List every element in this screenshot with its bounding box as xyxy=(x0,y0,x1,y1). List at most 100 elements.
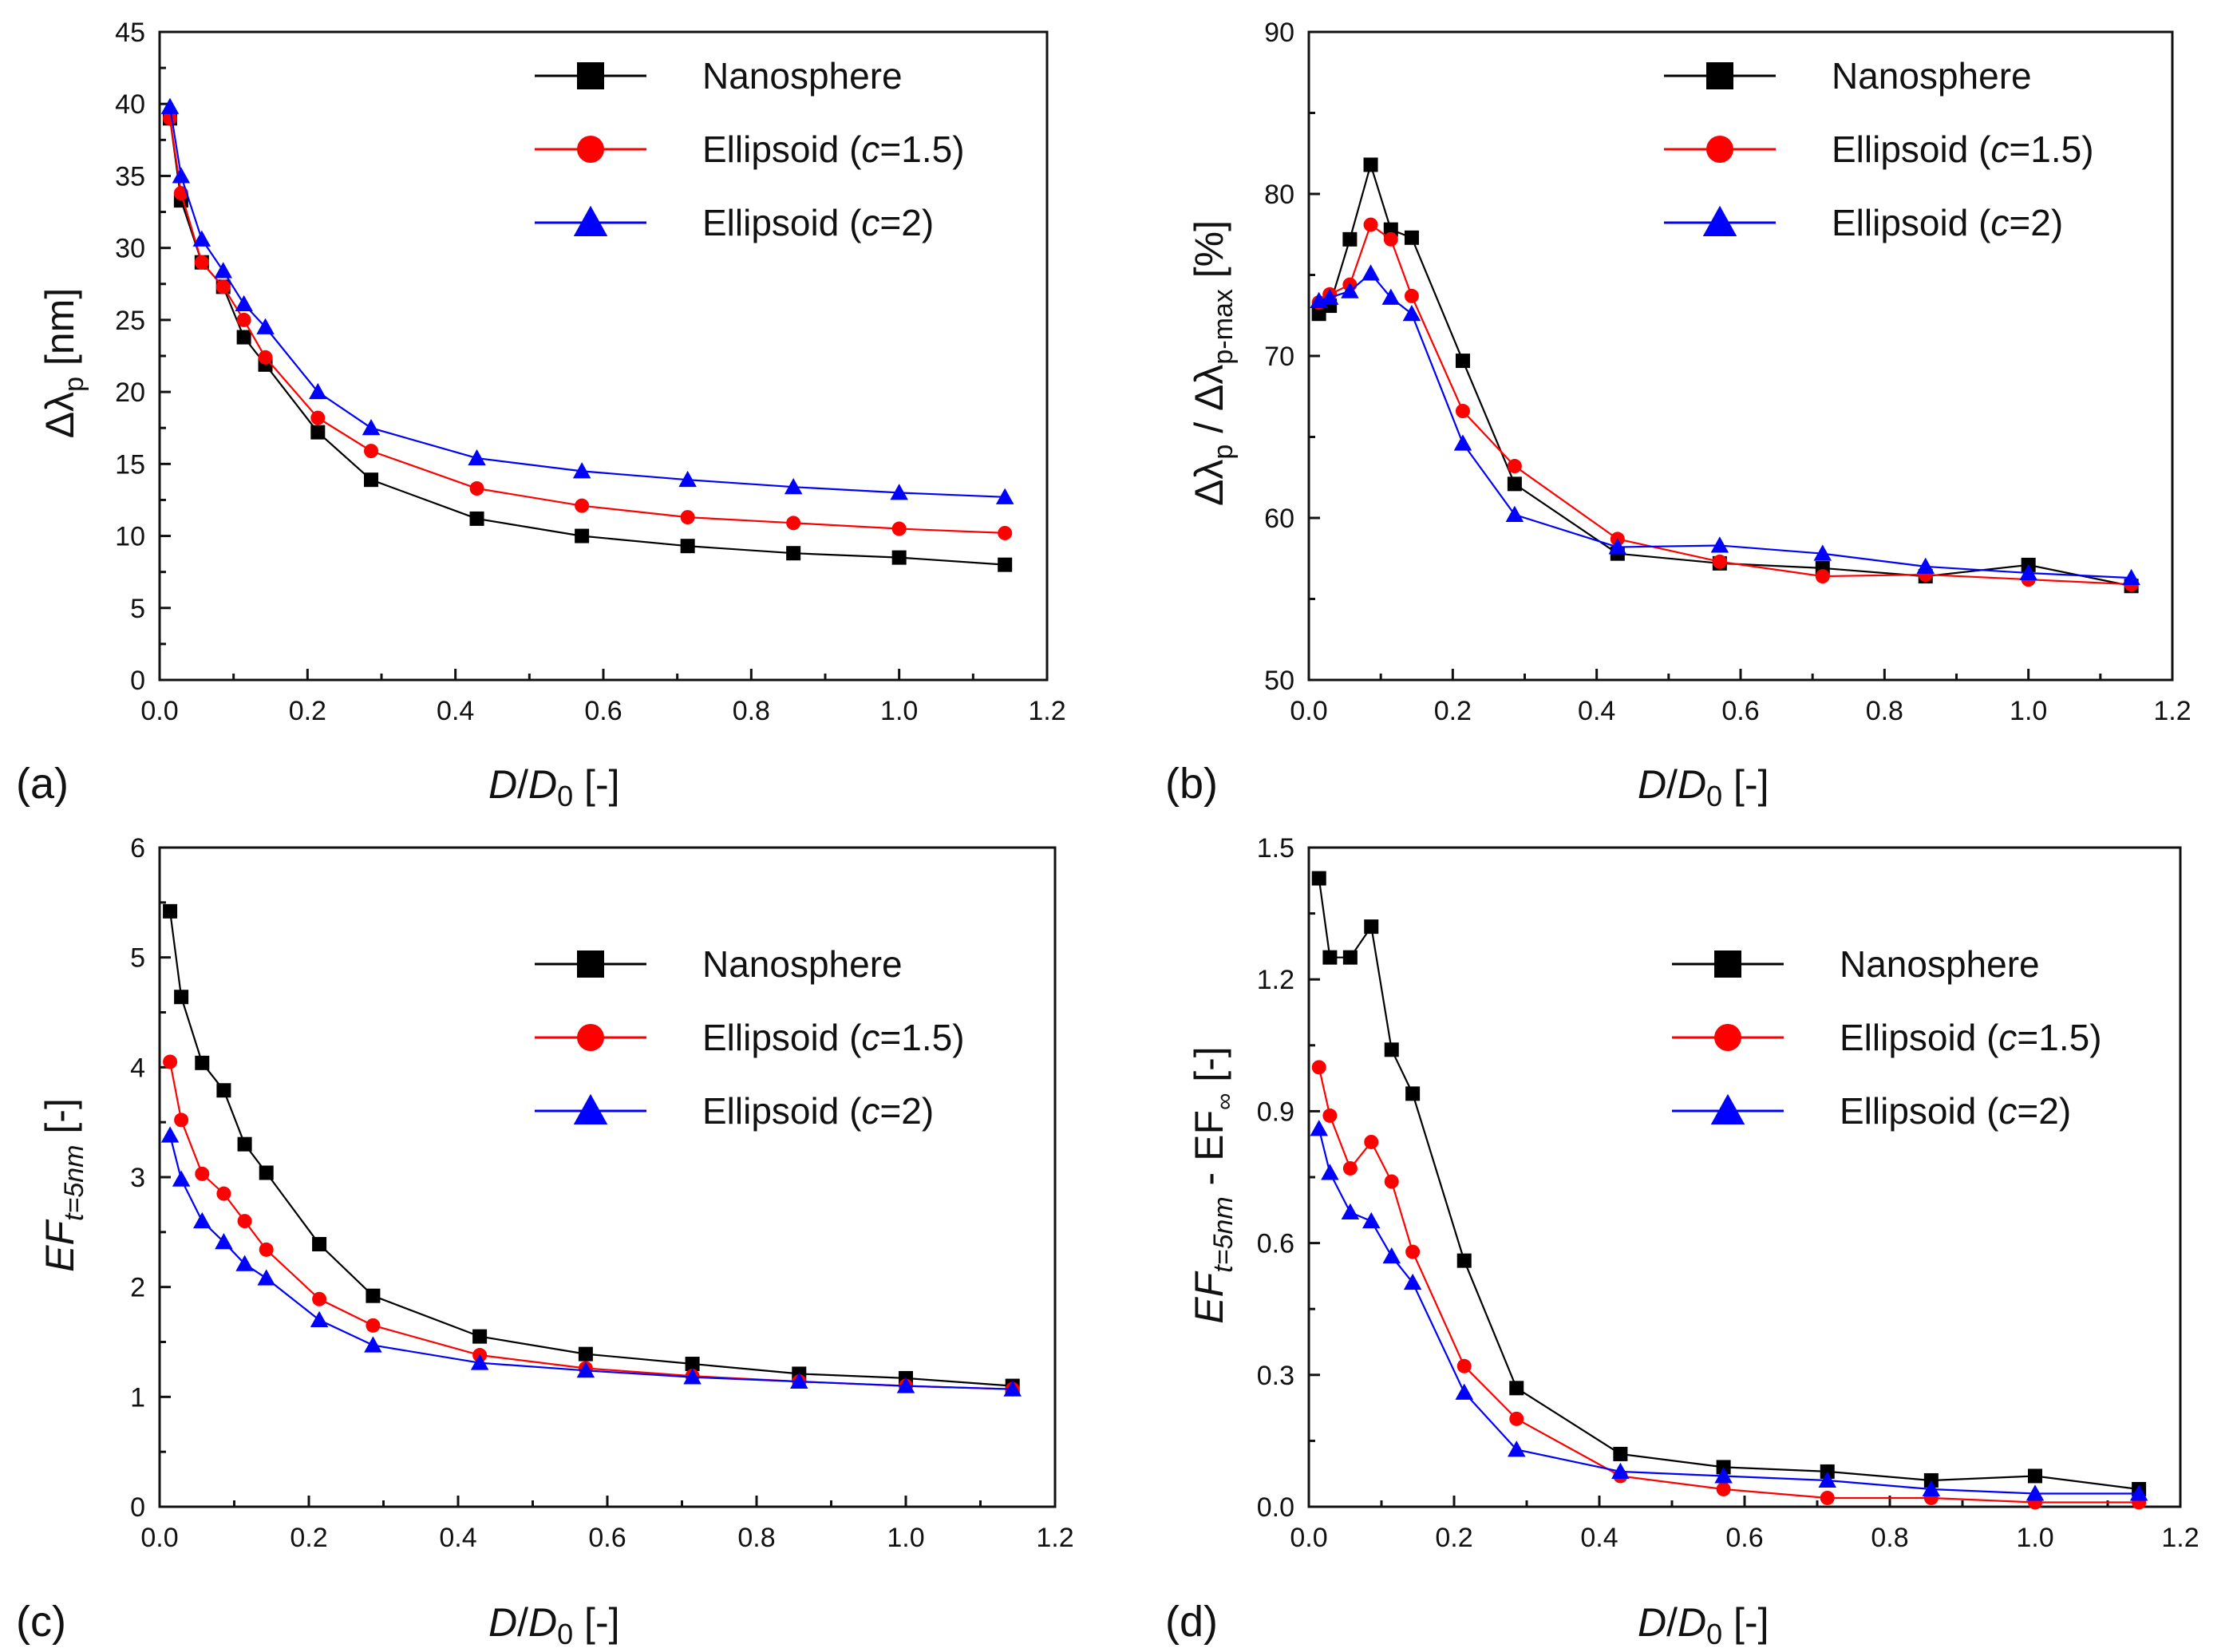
panel-a-data-point-square xyxy=(575,528,590,543)
panel-d-y-tick-label: 0.3 xyxy=(1257,1361,1294,1391)
panel-c-data-point-square xyxy=(578,1346,593,1362)
panel-a-data-point-triangle xyxy=(160,97,180,114)
panel-a-y-tick-label: 25 xyxy=(115,306,145,336)
panel-c-y-tick-label: 4 xyxy=(130,1053,145,1083)
panel-d-data-point-square xyxy=(1311,871,1326,886)
panel-b-x-tick-label: 1.0 xyxy=(2010,696,2047,726)
panel-a-legend-marker-circle xyxy=(577,136,604,163)
panel-a-data-point-triangle xyxy=(995,488,1014,504)
panel-c-data-point-triangle xyxy=(790,1372,808,1389)
panel-c-data-point-triangle xyxy=(576,1362,595,1378)
panel-a-data-point-circle xyxy=(786,516,801,531)
panel-d-legend-marker-circle xyxy=(1714,1024,1741,1051)
panel-b-y-tick-label: 70 xyxy=(1264,342,1294,372)
panel-d-plot-frame xyxy=(1307,846,2182,1508)
panel-a-x-tick-label: 0.0 xyxy=(140,696,178,726)
panel-d-x-tick-label: 0.8 xyxy=(1871,1523,1908,1553)
panel-d-x-tick-label: 1.2 xyxy=(2161,1523,2199,1553)
panel-c-x-tick-label: 1.0 xyxy=(887,1523,924,1553)
panel-b-data-point-square xyxy=(1455,354,1470,369)
panel-a-y-tick-label: 20 xyxy=(115,377,145,408)
panel-d-series-line-circle xyxy=(1318,1067,2140,1504)
panel-c-data-point-square xyxy=(216,1083,231,1098)
panel-d-data-point-circle xyxy=(1384,1174,1399,1189)
panel-a-y-tick-label: 35 xyxy=(115,161,145,192)
panel-a-legend-label-triangle: Ellipsoid (c=2) xyxy=(702,202,934,243)
panel-b-x-tick-label: 0.8 xyxy=(1866,696,1903,726)
panel-d-series-line-triangle xyxy=(1318,1128,2140,1495)
panel-d-data-point-square xyxy=(1456,1253,1472,1268)
panel-a-y-tick-label: 0 xyxy=(130,666,145,696)
panel-a-legend: Nanosphere Ellipsoid (c=1.5) Ellipsoid (c=… xyxy=(535,55,965,243)
panel-label-a: (a) xyxy=(16,760,69,808)
panel-c-data-point-circle xyxy=(366,1318,381,1333)
panel-b-data-point-triangle xyxy=(1505,505,1524,522)
panel-d-legend-label-square: Nanosphere xyxy=(1840,943,2040,985)
panel-a-data-point-square xyxy=(998,557,1013,572)
panel-a-data-point-square xyxy=(364,472,379,488)
panel-a-data-point-circle xyxy=(215,279,231,294)
panel-label-b: (b) xyxy=(1165,760,1218,808)
panel-b-data-point-circle xyxy=(1455,404,1470,419)
panel-label-d: (d) xyxy=(1165,1598,1218,1646)
panel-b-legend-marker-square xyxy=(1706,62,1733,89)
panel-a-data-point-triangle xyxy=(362,418,381,436)
panel-b-y-tick-label: 80 xyxy=(1264,180,1294,210)
panel-c-y-tick-label: 2 xyxy=(130,1273,145,1303)
panel-a-y-tick-label: 30 xyxy=(115,234,145,264)
panel-c-data-point-triangle xyxy=(1003,1380,1022,1397)
panel-b-legend-label-triangle: Ellipsoid (c=2) xyxy=(1832,202,2063,243)
panel-a-data-point-circle xyxy=(194,255,209,270)
panel-b-data-point-circle xyxy=(1363,217,1378,232)
panel-b-data-point-triangle xyxy=(1813,544,1832,561)
panel-d-data-point-triangle xyxy=(1455,1383,1473,1400)
panel-c-data-point-circle xyxy=(174,1113,189,1128)
panel-d-data-point-square xyxy=(1405,1086,1421,1101)
panel-d-legend-marker-square xyxy=(1714,950,1741,978)
panel-d-legend-marker-triangle xyxy=(1710,1093,1745,1124)
panel-b-data-point-square xyxy=(1507,476,1522,492)
panel-d: 0.0 0.2 0.4 0.6 0.8 1.0 1.2 0.0 0.3 0.6 0.9 1.2 1.5 N… xyxy=(1257,833,2199,1553)
panel-a-data-point-triangle xyxy=(172,167,191,184)
panel-a-y-tick-label: 5 xyxy=(130,594,145,624)
panel-a-data-point-triangle xyxy=(256,318,275,334)
panel-c-data-point-circle xyxy=(237,1214,252,1229)
panel-b-legend-label-square: Nanosphere xyxy=(1832,55,2032,97)
panel-a-data-point-circle xyxy=(469,481,484,496)
panel-d-data-point-triangle xyxy=(1508,1441,1526,1457)
panel-c-data-point-circle xyxy=(195,1166,210,1181)
panel-b-data-point-triangle xyxy=(2019,563,2037,581)
panel-b-data-point-circle xyxy=(1507,459,1522,474)
panel-b-x-tick-label: 1.2 xyxy=(2153,696,2191,726)
panel-d-legend: Nanosphere Ellipsoid (c=1.5) Ellipsoid (c=… xyxy=(1672,943,2102,1132)
panel-b-y-tick-label: 90 xyxy=(1264,18,1294,48)
panel-b-data-point-triangle xyxy=(1453,434,1472,451)
panel-a-y-tick-label: 40 xyxy=(115,89,145,120)
panel-a-x-tick-label: 0.6 xyxy=(584,696,622,726)
panel-d-data-point-circle xyxy=(1311,1060,1326,1075)
panel-b-x-tick-label: 0.0 xyxy=(1290,696,1327,726)
panel-d-data-point-circle xyxy=(1405,1244,1421,1259)
panel-b-series-line-circle xyxy=(1318,223,2132,586)
panel-d-data-point-circle xyxy=(1322,1108,1338,1123)
panel-a-data-point-square xyxy=(680,539,695,554)
panel-c-data-point-circle xyxy=(163,1054,178,1069)
panel-a-data-point-circle xyxy=(162,111,177,126)
panel-c-data-point-circle xyxy=(216,1186,231,1201)
panel-c-y-tick-label: 3 xyxy=(130,1163,145,1193)
panel-d-data-point-circle xyxy=(1716,1481,1731,1496)
panel-b-legend-marker-triangle xyxy=(1702,205,1737,236)
panel-b-series-line-triangle xyxy=(1318,271,2132,579)
panel-d-data-point-circle xyxy=(1456,1358,1472,1373)
panel-a-data-point-circle xyxy=(236,312,251,327)
panel-b-legend: Nanosphere Ellipsoid (c=1.5) Ellipsoid (c=… xyxy=(1664,55,2094,243)
panel-b-data-point-circle xyxy=(1383,231,1398,247)
panel-c-legend: Nanosphere Ellipsoid (c=1.5) Ellipsoid (c=… xyxy=(535,943,965,1132)
panel-b-data-point-triangle xyxy=(1362,264,1380,281)
panel-d-legend-label-triangle: Ellipsoid (c=2) xyxy=(1840,1090,2071,1132)
panel-b-data-point-triangle xyxy=(1341,282,1359,298)
panel-c-data-point-triangle xyxy=(470,1354,489,1370)
panel-b-data-point-triangle xyxy=(2122,568,2140,586)
panel-c-y-tick-label: 0 xyxy=(130,1492,145,1523)
panel-a-data-point-square xyxy=(469,511,484,526)
